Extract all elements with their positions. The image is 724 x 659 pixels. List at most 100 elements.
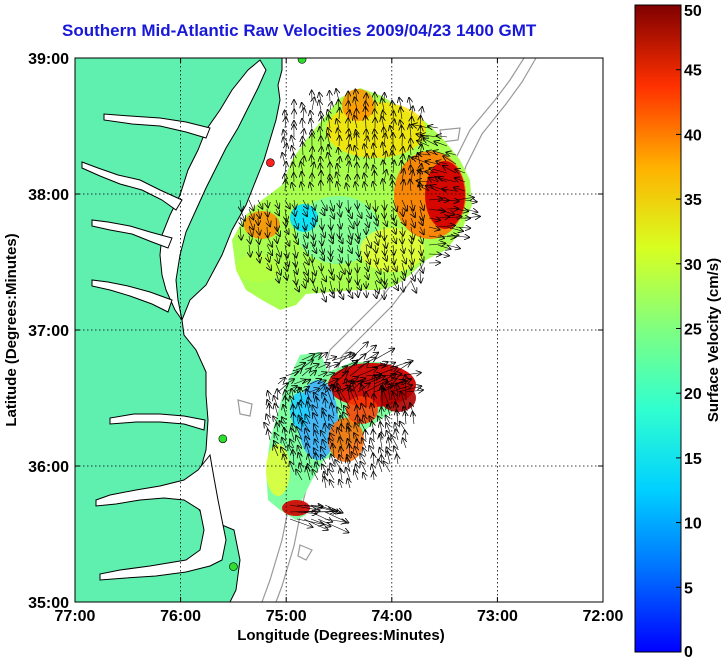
velocity-arrow	[393, 226, 396, 234]
velocity-arrow	[276, 199, 279, 208]
velocity-arrow	[338, 148, 339, 156]
velocity-arrow	[384, 235, 386, 248]
velocity-arrow	[375, 199, 376, 211]
velocity-arrow	[393, 217, 396, 225]
upper-bay-river	[103, 113, 211, 139]
velocity-arrow	[302, 226, 308, 238]
velocity-arrow	[291, 136, 294, 147]
chesapeake-bay	[159, 59, 267, 321]
velocity-arrow	[420, 199, 424, 210]
velocity-arrow	[393, 161, 394, 174]
velocity-arrow	[446, 226, 463, 231]
map-title: Southern Mid-Atlantic Raw Velocities 200…	[62, 21, 537, 40]
velocity-arrow	[289, 518, 312, 527]
velocity-arrow	[285, 180, 286, 192]
velocity-arrow	[446, 200, 459, 201]
velocity-arrow	[293, 380, 306, 385]
velocity-arrow	[301, 172, 303, 183]
velocity-arrow	[268, 430, 270, 441]
velocity-arrow	[366, 289, 367, 297]
velocity-arrow	[384, 271, 385, 284]
velocity-arrow	[348, 162, 350, 174]
velocity-arrow	[397, 373, 421, 376]
velocity-arrow	[320, 289, 326, 301]
velocity-arrow	[340, 416, 342, 425]
velocity-arrow	[420, 217, 423, 225]
velocity-arrow	[380, 422, 382, 433]
velocity-arrow	[364, 182, 366, 192]
velocity-arrow	[312, 244, 316, 253]
velocity-arrow	[293, 280, 299, 291]
velocity-arrow	[443, 156, 457, 165]
velocity-arrow	[321, 226, 325, 237]
velocity-arrow	[357, 289, 358, 297]
velocity-arrow	[401, 199, 407, 211]
velocity-arrow	[464, 216, 480, 218]
station-north-marker	[297, 58, 307, 64]
x-tick-label: 76:00	[160, 608, 201, 625]
y-tick-label: 38:00	[28, 187, 69, 204]
velocity-arrow	[301, 380, 310, 384]
velocity-arrow	[330, 253, 331, 261]
velocity-arrow	[365, 380, 387, 393]
velocity-arrow	[339, 280, 340, 293]
velocity-arrow	[348, 235, 351, 244]
velocity-arrow	[373, 367, 397, 377]
velocity-arrow	[339, 271, 340, 280]
velocity-arrow	[330, 280, 333, 293]
velocity-arrow	[384, 199, 385, 209]
velocity-arrow	[384, 262, 388, 271]
velocity-arrow	[354, 115, 357, 129]
velocity-arrow	[303, 280, 305, 288]
velocity-arrow	[330, 217, 331, 229]
velocity-arrow	[328, 469, 335, 481]
velocity-arrow	[437, 254, 449, 256]
velocity-arrow	[258, 208, 260, 218]
velocity-arrow	[357, 262, 358, 272]
velocity-arrow	[366, 253, 370, 264]
velocity-arrow	[330, 271, 334, 280]
velocity-arrow	[348, 145, 350, 156]
velocity-arrow	[436, 161, 448, 164]
velocity-arrow	[333, 352, 351, 369]
velocity-arrow	[330, 289, 334, 297]
velocity-arrow	[411, 199, 413, 210]
velocity-arrow	[267, 262, 271, 270]
y-tick-label: 39:00	[28, 51, 69, 68]
velocity-arrow	[305, 415, 310, 425]
velocity-arrow	[397, 455, 398, 465]
velocity-arrow	[302, 199, 308, 209]
velocity-arrow	[384, 280, 385, 288]
velocity-arrow	[393, 235, 396, 243]
velocity-arrow	[294, 235, 298, 244]
colorbar-tick-label: 35	[684, 192, 702, 209]
velocity-arrow	[402, 262, 405, 275]
radar-stations	[218, 58, 307, 571]
velocity-arrow	[240, 226, 241, 240]
velocity-arrow	[446, 245, 460, 248]
velocity-arrow	[283, 405, 286, 417]
velocity-arrow	[337, 119, 339, 129]
velocity-arrow	[420, 271, 421, 283]
velocity-arrow	[267, 208, 268, 217]
velocity-arrow	[303, 518, 328, 530]
velocity-arrow	[348, 280, 349, 293]
velocity-arrow	[365, 235, 371, 248]
velocity-arrow	[294, 271, 296, 284]
velocity-arrow	[428, 236, 444, 238]
velocity-arrow	[428, 199, 442, 200]
velocity-arrow	[332, 385, 334, 401]
velocity-arrow	[373, 182, 375, 192]
velocity-arrow	[375, 253, 377, 264]
velocity-arrow	[455, 209, 468, 211]
velocity-arrow	[330, 235, 333, 243]
velocity-arrow	[275, 404, 278, 417]
velocity-arrow	[383, 461, 391, 473]
velocity-arrow	[381, 117, 384, 129]
velocity-arrow	[300, 463, 302, 473]
velocity-arrow	[437, 136, 448, 137]
velocity-arrow	[356, 133, 357, 147]
velocity-arrow	[402, 244, 404, 253]
velocity-arrow	[276, 253, 279, 263]
velocity-arrow	[310, 518, 330, 526]
